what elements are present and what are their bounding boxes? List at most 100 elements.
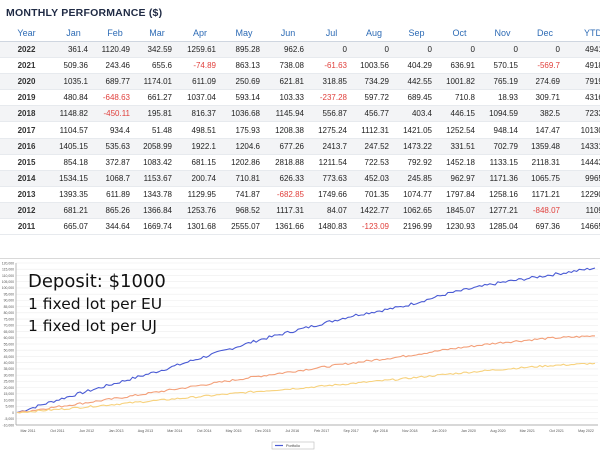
- month-cell: 948.14: [481, 121, 524, 139]
- y-tick-label: 70,000: [4, 324, 14, 328]
- month-cell: 863.13: [222, 57, 266, 75]
- month-cell: 1277.21: [481, 202, 524, 220]
- month-cell: 372.87: [94, 154, 136, 171]
- monthly-performance-panel: MONTHLY PERFORMANCE ($) Year Jan Feb Mar Apr…: [0, 7, 600, 236]
- legend-box: [271, 441, 315, 450]
- month-cell: 689.77: [94, 73, 136, 91]
- month-cell: 103.33: [266, 89, 310, 107]
- month-cell: 611.89: [94, 186, 136, 203]
- month-cell: 247.52: [353, 138, 395, 155]
- lot-uj-label: 1 fixed lot per UJ: [28, 317, 157, 335]
- month-cell: 442.55: [395, 73, 438, 91]
- month-cell: 1035.1: [53, 73, 94, 91]
- month-cell: 1037.04: [178, 89, 222, 107]
- month-cell: 621.81: [266, 73, 310, 91]
- y-tick-label: 120,000: [2, 261, 14, 265]
- month-cell: 1405.15: [53, 138, 94, 155]
- month-cell: 2555.07: [222, 218, 266, 236]
- year-cell: 2012: [0, 202, 53, 220]
- month-cell: 1062.65: [395, 202, 438, 220]
- month-cell: 1366.84: [136, 202, 178, 220]
- month-cell: 1171.21: [524, 186, 566, 203]
- month-cell: 1473.22: [395, 138, 438, 155]
- month-cell: 626.33: [266, 170, 310, 187]
- lot-eu-label: 1 fixed lot per EU: [28, 295, 163, 313]
- month-cell: 611.09: [178, 73, 222, 91]
- month-cell: 1749.66: [310, 186, 353, 203]
- y-tick-label: 35,000: [4, 367, 14, 371]
- x-tick-label: Aug 2020: [490, 429, 505, 433]
- y-tick-label: 30,000: [4, 373, 14, 377]
- column-header: Apr: [178, 25, 222, 42]
- x-tick-label: Aug 2013: [138, 429, 153, 433]
- month-cell: 274.69: [524, 73, 566, 91]
- year-cell: 2015: [0, 154, 53, 171]
- month-cell: 1258.16: [481, 186, 524, 203]
- month-cell: 1129.95: [178, 186, 222, 203]
- month-cell: -648.63: [94, 89, 136, 107]
- column-header: Dec: [524, 25, 566, 42]
- table-body: 2022 361.4 1120.49 342.59 1259.61 895.28 962.6…: [0, 41, 600, 236]
- x-tick-label: May 2015: [226, 429, 242, 433]
- month-cell: 734.29: [353, 73, 395, 91]
- ytd-cell: 4316.32: [566, 89, 600, 107]
- month-cell: 2058.99: [136, 138, 178, 155]
- month-cell: 1068.7: [94, 170, 136, 187]
- month-cell: -569.7: [524, 57, 566, 75]
- ytd-cell: 12290.98: [566, 186, 600, 203]
- y-tick-label: 40,000: [4, 361, 14, 365]
- equity-chart: 120,000 115,000 110,000 105,000 100,000 95,00…: [2, 261, 598, 450]
- year-cell: 2014: [0, 170, 53, 187]
- month-cell: 361.4: [53, 41, 94, 59]
- series-line-3: [16, 362, 596, 414]
- y-tick-label: 50,000: [4, 349, 14, 353]
- column-header: Sep: [395, 25, 438, 42]
- y-tick-label: 85,000: [4, 305, 14, 309]
- x-tick-label: Jan 2013: [109, 429, 124, 433]
- year-cell: 2017: [0, 121, 53, 139]
- table-row: 2018 1148.82 -450.11 195.81 816.37 1036.68 114…: [0, 105, 600, 123]
- y-tick-label: 55,000: [4, 342, 14, 346]
- month-cell: 1083.42: [136, 154, 178, 171]
- month-cell: 665.07: [53, 218, 94, 236]
- legend-label: Portfolio: [286, 444, 300, 448]
- month-cell: 1361.66: [266, 218, 310, 236]
- y-tick-label: 80,000: [4, 311, 14, 315]
- month-cell: 1065.75: [524, 170, 566, 187]
- month-cell: 1275.24: [310, 121, 353, 139]
- month-cell: 452.03: [353, 170, 395, 187]
- x-tick-label: Mar 2021: [520, 429, 535, 433]
- y-tick-label: 25,000: [4, 380, 14, 384]
- month-cell: 681.15: [178, 154, 222, 171]
- month-cell: 1534.15: [53, 170, 94, 187]
- month-cell: 816.37: [178, 105, 222, 123]
- month-cell: 738.08: [266, 57, 310, 75]
- month-cell: 0: [438, 41, 481, 59]
- month-cell: 681.21: [53, 202, 94, 220]
- month-cell: 1112.31: [353, 121, 395, 139]
- equity-chart-panel: 120,000 115,000 110,000 105,000 100,000 95,00…: [0, 258, 600, 451]
- month-cell: 1117.31: [266, 202, 310, 220]
- y-tick-label: 5,000: [6, 405, 15, 409]
- x-tick-label: Jun 2019: [432, 429, 447, 433]
- month-cell: 570.15: [481, 57, 524, 75]
- y-tick-label: -10,000: [3, 423, 15, 427]
- column-header: YTD: [566, 25, 600, 42]
- performance-table: Year Jan Feb Mar Apr May Jun Jul Aug Sep Oct Nov Dec…: [0, 25, 600, 236]
- month-cell: 0: [524, 41, 566, 59]
- month-cell: 245.85: [395, 170, 438, 187]
- month-cell: 697.36: [524, 218, 566, 236]
- ytd-cell: 7233.79: [566, 105, 600, 123]
- month-cell: 404.29: [395, 57, 438, 75]
- month-cell: 1171.36: [481, 170, 524, 187]
- y-tick-label: 90,000: [4, 299, 14, 303]
- year-cell: 2020: [0, 73, 53, 91]
- month-cell: 200.74: [178, 170, 222, 187]
- month-cell: 243.46: [94, 57, 136, 75]
- column-header: Jun: [266, 25, 310, 42]
- month-cell: 331.51: [438, 138, 481, 155]
- x-tick-label: Jan 2020: [461, 429, 476, 433]
- month-cell: 1922.1: [178, 138, 222, 155]
- month-cell: 597.72: [353, 89, 395, 107]
- month-cell: 1845.07: [438, 202, 481, 220]
